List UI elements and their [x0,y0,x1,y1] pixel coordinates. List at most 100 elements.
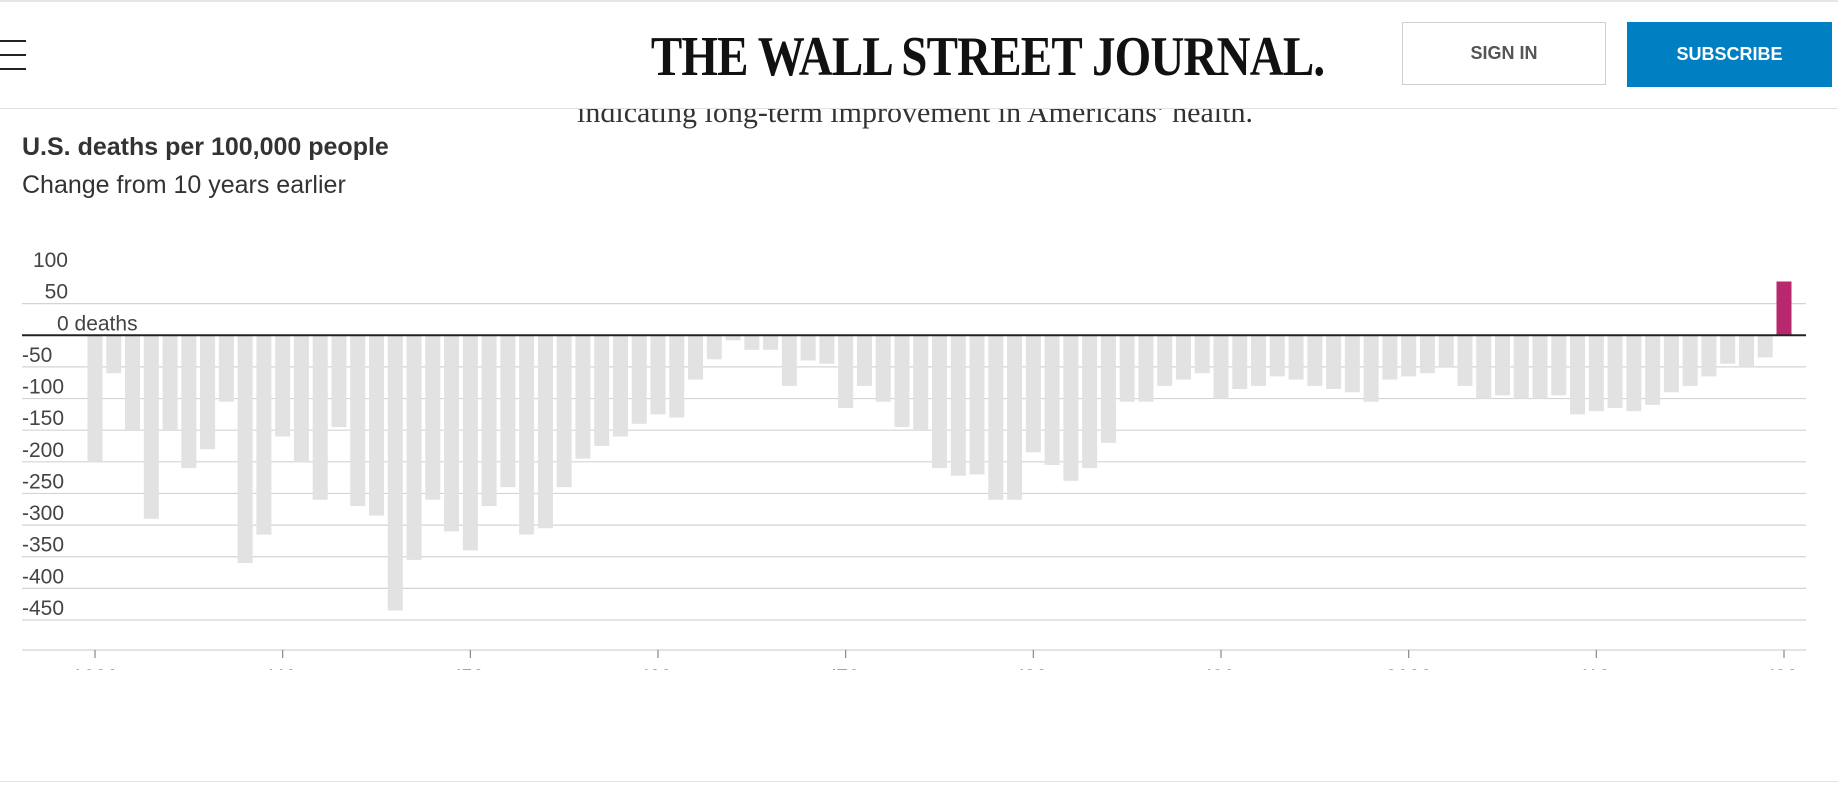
bar [1419,335,1435,374]
x-tick-label: ’50 [456,666,484,670]
bar [894,335,910,428]
bar [969,335,985,475]
subscribe-button[interactable]: SUBSCRIBE [1627,22,1832,87]
bar [293,335,309,462]
bar [856,335,872,386]
masthead-logo[interactable]: THE WALL STREET JOURNAL. [650,26,1325,88]
bar [1063,335,1079,481]
bar [1720,335,1736,364]
x-tick-label: ’40 [269,666,297,670]
bar [1588,335,1604,412]
bar [143,335,159,519]
sign-in-button[interactable]: SIGN IN [1402,22,1606,85]
y-tick-label: -250 [22,470,64,493]
y-tick-label: -100 [22,376,64,399]
x-tick-label: ’20 [1770,666,1798,670]
bar [1232,335,1248,390]
bar [1626,335,1642,412]
bar [1326,335,1342,390]
bar [1532,335,1548,399]
y-tick-label: 100 [33,249,68,272]
bar [1663,335,1679,393]
bar [1194,335,1210,374]
bar [744,335,760,350]
bar [706,335,722,360]
bar [556,335,572,488]
bar [725,335,741,341]
bar [932,335,947,469]
bar [1044,335,1060,465]
bar [1175,335,1191,380]
bar [1307,335,1323,386]
bar [425,335,441,500]
bar [575,335,591,459]
bar [462,335,478,551]
y-tick-label: -350 [22,534,64,557]
bar [1138,335,1154,402]
bar [444,335,460,532]
bar [594,335,610,446]
bar [406,335,422,560]
bar [819,335,835,364]
bar [1363,335,1379,402]
menu-icon-line [0,68,26,70]
chart-title: U.S. deaths per 100,000 people [22,133,389,161]
bar [1025,335,1041,453]
bottom-rule [0,781,1838,782]
bar [1007,335,1023,500]
menu-icon[interactable] [0,38,30,72]
bar [106,335,122,374]
bar [650,335,666,415]
chart-subtitle: Change from 10 years earlier [22,171,346,199]
bar [950,335,966,476]
bar [1551,335,1567,396]
bar [1251,335,1267,386]
bar [275,335,291,437]
y-tick-label: -450 [22,597,64,620]
x-tick-label: ’80 [1019,666,1047,670]
bar [312,335,328,500]
bar [688,335,704,380]
x-tick-label: 1930 [72,666,119,670]
bar [331,335,347,428]
bar [1682,335,1698,386]
bar [1269,335,1285,377]
bar [1645,335,1661,405]
bar [181,335,197,469]
x-tick-label: 2000 [1385,666,1432,670]
bar [369,335,384,516]
bar [1757,335,1773,358]
bar [1438,335,1454,367]
bar [256,335,272,535]
y-tick-label: -300 [22,502,64,525]
bar [1100,335,1116,443]
x-tick-label: ’90 [1207,666,1235,670]
bar [988,335,1004,500]
bar [1082,335,1098,469]
bar [1288,335,1304,380]
bar [875,335,891,402]
bar [1513,335,1529,399]
menu-icon-line [0,54,26,56]
bar [387,335,403,611]
bar [838,335,854,409]
y-tick-label: 0 deaths [57,312,138,335]
bar [1344,335,1360,393]
bar [237,335,253,564]
bar [1570,335,1586,415]
bar [87,335,103,462]
y-tick-label: -200 [22,439,64,462]
x-tick-label: ’60 [644,666,672,670]
bar [519,335,535,535]
bar [1476,335,1492,399]
bar [1119,335,1135,402]
y-tick-label: -150 [22,407,64,430]
bar [218,335,234,402]
bar [162,335,178,431]
y-tick-label: -400 [22,565,64,588]
top-rule [0,0,1838,2]
bar [1213,335,1229,399]
bar [1401,335,1417,377]
bar [612,335,628,437]
bar [669,335,685,418]
